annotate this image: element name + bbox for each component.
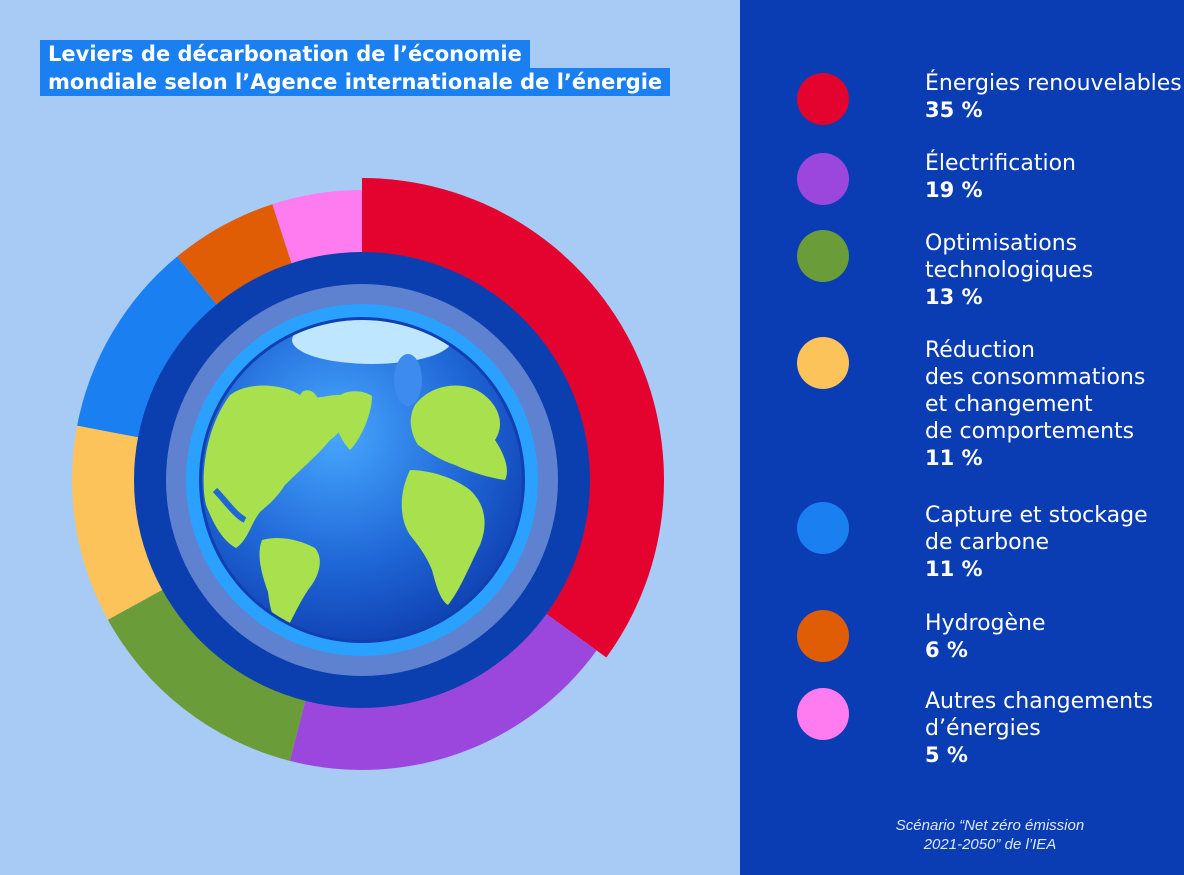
legend-value: 35 %	[925, 98, 983, 122]
legend-value: 6 %	[925, 638, 968, 662]
legend-label: Hydrogène	[925, 611, 1046, 636]
legend-label: Réduction des consommations et changemen…	[925, 338, 1146, 444]
legend-label: Électrification	[925, 151, 1077, 176]
donut-chart	[72, 178, 664, 770]
legend-panel: Énergies renouvelables 35 % Électrificat…	[740, 0, 1184, 875]
legend-swatch	[797, 153, 849, 205]
legend-swatch	[797, 73, 849, 125]
legend-swatch	[797, 610, 849, 662]
pie-slice-1	[362, 178, 664, 658]
legend-value: 19 %	[925, 178, 983, 202]
chart-title-line-1: Leviers de décarbonation de l’économie	[40, 40, 530, 68]
legend-value: 13 %	[925, 285, 983, 309]
chart-title-line-2: mondiale selon l’Agence internationale d…	[40, 68, 671, 96]
legend-swatch	[797, 230, 849, 282]
pie-slice-3	[107, 588, 306, 761]
pie-slice-7	[272, 190, 362, 266]
earth-globe-icon	[166, 284, 558, 676]
legend-value: 11 %	[925, 557, 983, 581]
legend-swatch	[797, 502, 849, 554]
legend-label: Énergies renouvelables	[925, 71, 1182, 96]
legend-label: Optimisations technologiques	[925, 231, 1094, 283]
legend-label: Capture et stockage de carbone	[925, 503, 1148, 555]
legend-value: 5 %	[925, 743, 968, 767]
legend-label: Autres changements d’énergies	[925, 689, 1154, 741]
pie-slice-4	[72, 425, 164, 620]
pie-slice-6	[177, 204, 293, 306]
legend-swatch	[797, 337, 849, 389]
legend-swatch	[797, 688, 849, 740]
chart-title: Leviers de décarbonation de l’économie m…	[40, 40, 671, 96]
pie-slice-5	[77, 256, 218, 438]
source-note: Scénario “Net zéro émission 2021-2050” d…	[895, 817, 1085, 853]
legend-value: 11 %	[925, 446, 983, 470]
